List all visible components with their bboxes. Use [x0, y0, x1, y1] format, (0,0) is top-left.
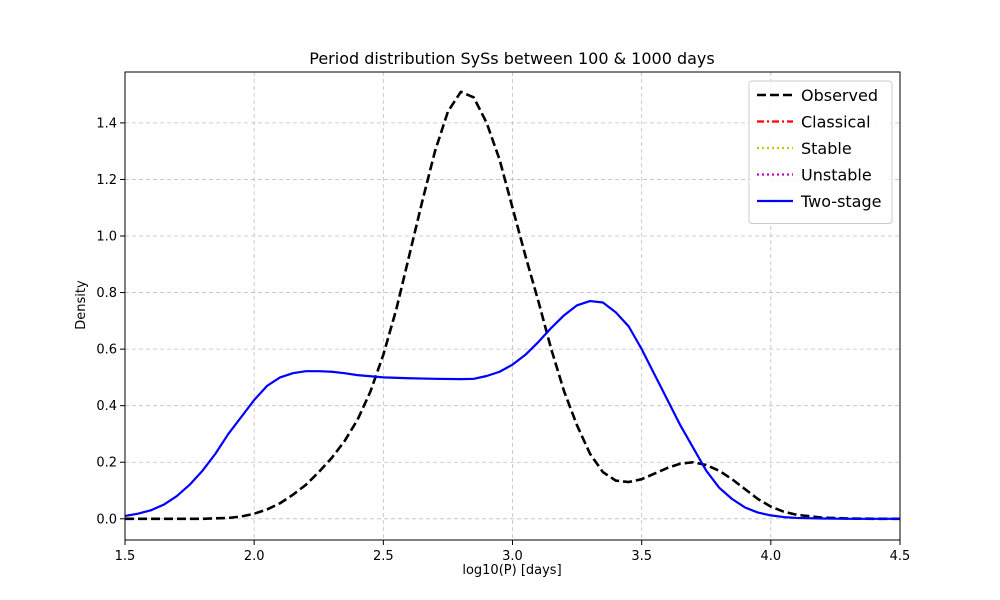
legend-box	[748, 80, 893, 224]
y-tick-label: 1.4	[96, 116, 117, 131]
y-axis-label: Density	[74, 280, 89, 330]
y-tick-label: 0.8	[96, 286, 117, 301]
x-tick-label: 4.5	[890, 549, 911, 564]
legend-label: Classical	[801, 113, 871, 132]
legend-label: Observed	[801, 86, 878, 105]
legend: Observed Classical Stable Unstable Two-stage	[748, 80, 893, 224]
series-line-two-stage	[124, 299, 900, 520]
y-tick-label: 1.2	[96, 173, 117, 188]
series-line-observed	[125, 90, 900, 521]
x-tick-label: 4.0	[760, 549, 781, 564]
x-tick-label: 2.5	[373, 549, 394, 564]
y-tick-label: 0.6	[96, 343, 117, 358]
x-axis-label: log10(P) [days]	[462, 563, 561, 578]
x-tick-label: 2.0	[244, 549, 265, 564]
y-tick-label: 0.2	[96, 456, 117, 471]
y-tick-label: 1.0	[96, 230, 117, 245]
legend-label: Unstable	[801, 166, 872, 185]
legend-label: Two-stage	[800, 192, 881, 211]
series-lines	[124, 90, 900, 521]
chart-title: Period distribution SySs between 100 & 1…	[309, 49, 714, 68]
x-tick-label: 3.5	[631, 549, 652, 564]
legend-label: Stable	[801, 139, 852, 158]
y-tick-label: 0.4	[96, 399, 117, 414]
y-tick-label: 0.0	[96, 512, 117, 527]
x-tick-label: 1.5	[115, 549, 136, 564]
x-axis-ticks: 1.5 2.0 2.5 3.0 3.5 4.0 4.5	[115, 540, 911, 564]
y-axis-ticks: 0.0 0.2 0.4 0.6 0.8 1.0 1.2 1.4	[96, 116, 125, 527]
x-tick-label: 3.0	[502, 549, 523, 564]
